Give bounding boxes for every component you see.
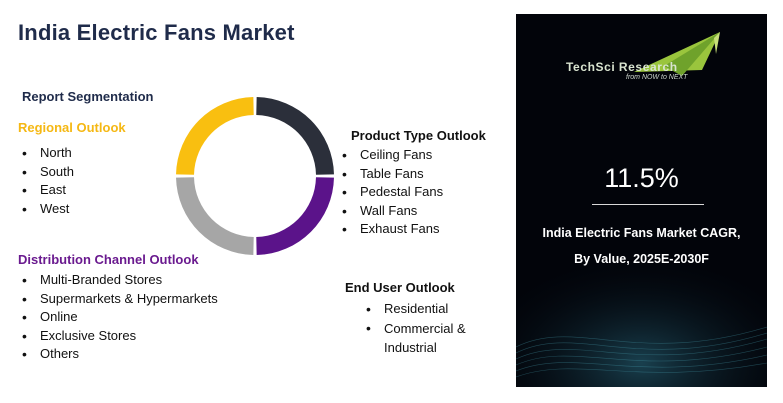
list-item: Others	[20, 345, 218, 364]
donut-segment-bottom-right	[256, 177, 334, 255]
techsci-logo-mark	[634, 32, 720, 76]
page-title: India Electric Fans Market	[18, 20, 295, 45]
list-item: Exhaust Fans	[340, 220, 443, 239]
list-item: Pedestal Fans	[340, 183, 443, 202]
regional-outlook-list: North South East West	[20, 144, 74, 218]
cagr-value: 11.5%	[604, 163, 679, 193]
list-item: North	[20, 144, 74, 163]
wave-pattern	[516, 227, 767, 387]
list-item: Table Fans	[340, 165, 443, 184]
list-item: Online	[20, 308, 218, 327]
brand-tagline: from NOW to NEXT	[626, 74, 688, 81]
list-item: South	[20, 163, 74, 182]
donut-segment-top-right	[256, 97, 334, 175]
list-item: Multi-Branded Stores	[20, 271, 218, 290]
list-item: Residential	[364, 300, 474, 319]
list-item: West	[20, 200, 74, 219]
list-item: Commercial & Industrial	[364, 319, 474, 357]
list-item: Supermarkets & Hypermarkets	[20, 290, 218, 309]
product-type-list: Ceiling Fans Table Fans Pedestal Fans Wa…	[340, 146, 443, 239]
list-item: Exclusive Stores	[20, 327, 218, 346]
report-segmentation-label: Report Segmentation	[22, 89, 154, 104]
end-user-list: Residential Commercial & Industrial	[364, 300, 474, 357]
distribution-channel-heading: Distribution Channel Outlook	[18, 252, 199, 267]
cagr-description: India Electric Fans Market CAGR, By Valu…	[542, 226, 741, 266]
donut-segment-bottom-left	[176, 177, 254, 255]
list-item: East	[20, 181, 74, 200]
cagr-panel: TechSci Research from NOW to NEXT 11.5% …	[516, 14, 767, 387]
regional-outlook-heading: Regional Outlook	[18, 120, 126, 135]
donut-segment-top-left	[176, 97, 254, 175]
list-item: Ceiling Fans	[340, 146, 443, 165]
end-user-heading: End User Outlook	[345, 280, 455, 295]
cagr-divider	[592, 204, 704, 205]
distribution-channel-list: Multi-Branded Stores Supermarkets & Hype…	[20, 271, 218, 364]
brand-name: TechSci Research	[566, 60, 678, 74]
product-type-heading: Product Type Outlook	[351, 128, 486, 143]
segmentation-donut	[176, 97, 334, 255]
list-item: Wall Fans	[340, 202, 443, 221]
